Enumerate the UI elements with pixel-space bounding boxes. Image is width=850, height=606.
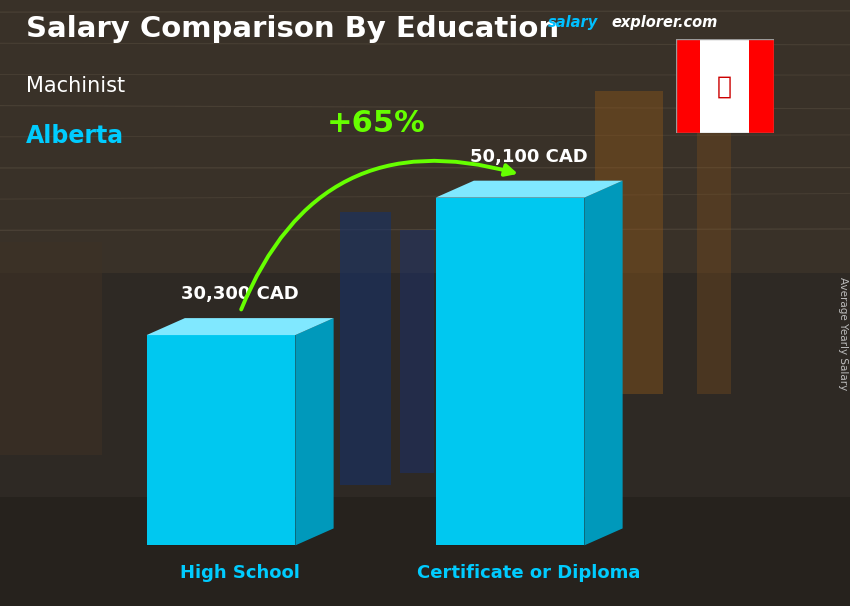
Text: Alberta: Alberta bbox=[26, 124, 123, 148]
Text: salary: salary bbox=[548, 15, 598, 30]
Bar bbox=[749, 39, 774, 133]
Polygon shape bbox=[146, 318, 333, 335]
Polygon shape bbox=[146, 528, 333, 545]
Bar bbox=[0, 242, 102, 454]
Bar bbox=[0, 0, 850, 273]
Bar bbox=[0, 497, 850, 606]
Bar bbox=[400, 230, 434, 473]
Text: 50,100 CAD: 50,100 CAD bbox=[470, 147, 588, 165]
Bar bbox=[595, 91, 663, 394]
Text: Average Yearly Salary: Average Yearly Salary bbox=[838, 277, 848, 390]
Polygon shape bbox=[435, 528, 622, 545]
Text: explorer.com: explorer.com bbox=[611, 15, 717, 30]
Bar bbox=[676, 39, 700, 133]
Text: Machinist: Machinist bbox=[26, 76, 125, 96]
Bar bbox=[697, 91, 731, 394]
Polygon shape bbox=[435, 198, 584, 545]
Text: 🍁: 🍁 bbox=[717, 75, 732, 98]
Text: 30,300 CAD: 30,300 CAD bbox=[181, 285, 299, 303]
Polygon shape bbox=[584, 181, 622, 545]
Text: Salary Comparison By Education: Salary Comparison By Education bbox=[26, 15, 558, 43]
Bar bbox=[0, 273, 850, 606]
Bar bbox=[340, 212, 391, 485]
Text: +65%: +65% bbox=[326, 108, 426, 138]
Text: Certificate or Diploma: Certificate or Diploma bbox=[417, 564, 641, 582]
Text: High School: High School bbox=[180, 564, 300, 582]
Polygon shape bbox=[146, 335, 296, 545]
Polygon shape bbox=[435, 181, 622, 198]
Polygon shape bbox=[296, 318, 333, 545]
